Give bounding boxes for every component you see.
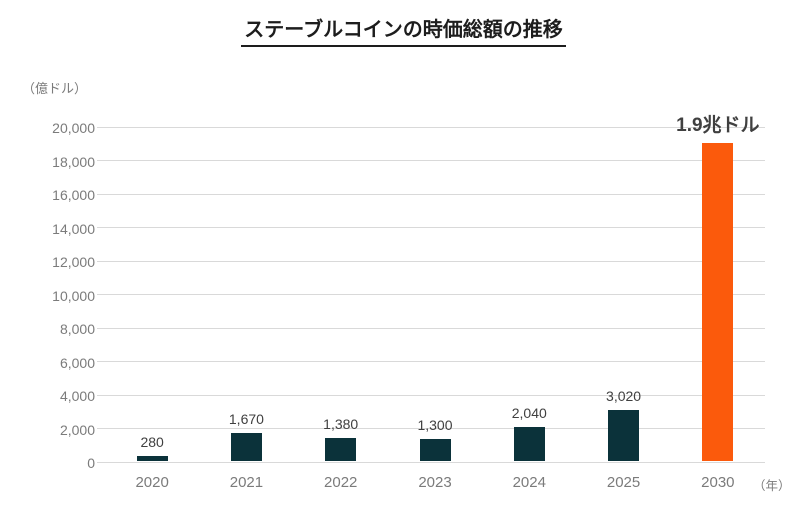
y-tick-18000: 18,000 <box>52 153 95 170</box>
gridline <box>97 193 765 195</box>
x-tick-2030: 2030 <box>701 474 735 491</box>
bar-2022 <box>325 437 357 461</box>
bar-value-label-2025: 3,020 <box>606 388 642 405</box>
y-tick-2000: 2,000 <box>59 421 95 438</box>
y-axis-unit-label: （億ドル） <box>22 81 88 96</box>
gridline <box>97 260 765 262</box>
chart-title: ステーブルコインの時価総額の推移 <box>0 13 807 47</box>
bar-2023 <box>419 439 451 461</box>
plot-area: 0 2,000 4,000 6,000 8,000 10,000 12,000 14,000 1… <box>52 116 765 490</box>
bar-value-label-2022: 1,380 <box>323 415 359 432</box>
gridline <box>97 394 765 396</box>
y-tick-16000: 16,000 <box>52 187 95 203</box>
bar-value-label-2024: 2,040 <box>511 404 547 421</box>
bar-value-label-2023: 1,300 <box>417 417 453 434</box>
y-tick-8000: 8,000 <box>59 321 95 337</box>
y-tick-6000: 6,000 <box>59 354 95 371</box>
x-tick-2024: 2024 <box>512 474 546 491</box>
bar-value-label-2021: 1,670 <box>228 411 264 428</box>
gridline <box>97 227 765 228</box>
bar-2020 <box>136 456 168 461</box>
y-tick-10000: 10,000 <box>52 287 95 304</box>
gridline <box>97 361 765 362</box>
bar-2021 <box>230 433 262 461</box>
y-tick-14000: 14,000 <box>52 220 95 237</box>
x-tick-2022: 2022 <box>324 474 358 491</box>
x-tick-2025: 2025 <box>606 474 641 491</box>
bar-2025 <box>608 410 640 461</box>
gridline <box>97 160 765 161</box>
y-tick-12000: 12,000 <box>52 254 95 270</box>
x-tick-2023: 2023 <box>418 474 452 491</box>
gridline <box>97 126 765 128</box>
gridline <box>97 461 765 463</box>
chart-title-text: ステーブルコインの時価総額の推移 <box>241 13 566 47</box>
gridline <box>97 327 765 329</box>
y-tick-20000: 20,000 <box>52 120 95 136</box>
y-tick-0: 0 <box>87 455 95 471</box>
y-tick-4000: 4,000 <box>59 388 95 404</box>
bar-value-label-2020: 280 <box>140 434 164 451</box>
gridline <box>97 294 765 295</box>
bar-2030 <box>702 142 734 461</box>
x-tick-2020: 2020 <box>135 474 169 491</box>
x-tick-2021: 2021 <box>229 474 264 491</box>
bar-value-label-2030: 1.9兆ドル <box>676 114 760 136</box>
x-axis-unit-label: （年） <box>753 479 791 493</box>
gridline <box>97 428 765 429</box>
bar-2024 <box>513 426 545 461</box>
